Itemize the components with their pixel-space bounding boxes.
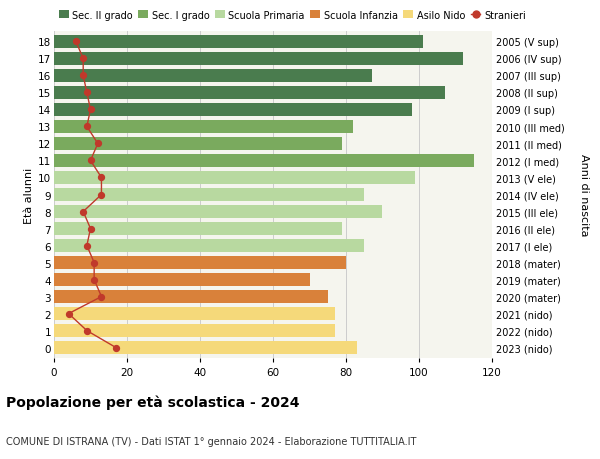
Point [79, 73, 88, 80]
Point [64, 310, 73, 318]
Bar [54, 155, 474, 168]
Bar [54, 121, 353, 134]
Point [97, 174, 106, 182]
Bar [54, 70, 371, 83]
Point [82, 242, 92, 250]
Legend: Sec. II grado, Sec. I grado, Scuola Primaria, Scuola Infanzia, Asilo Nido, Stran: Sec. II grado, Sec. I grado, Scuola Prim… [59, 11, 526, 21]
Point [97, 293, 106, 301]
Bar [54, 87, 445, 100]
Bar [54, 341, 357, 354]
Bar [54, 324, 335, 337]
Point [86, 106, 95, 114]
Bar [54, 172, 415, 185]
Text: Popolazione per età scolastica - 2024: Popolazione per età scolastica - 2024 [6, 395, 299, 409]
Bar [54, 36, 422, 49]
Bar [54, 256, 346, 269]
Bar [54, 206, 383, 218]
Bar [54, 53, 463, 66]
Bar [54, 138, 343, 151]
Bar [54, 307, 335, 320]
Point [89, 259, 99, 267]
Y-axis label: Anni di nascita: Anni di nascita [579, 154, 589, 236]
Bar [54, 273, 310, 286]
Point [89, 276, 99, 284]
Bar [54, 290, 328, 303]
Point [86, 157, 95, 165]
Text: COMUNE DI ISTRANA (TV) - Dati ISTAT 1° gennaio 2024 - Elaborazione TUTTITALIA.IT: COMUNE DI ISTRANA (TV) - Dati ISTAT 1° g… [6, 436, 416, 446]
Point [79, 56, 88, 63]
Point [82, 123, 92, 131]
Point [79, 208, 88, 216]
Point [93, 140, 103, 148]
Bar [54, 240, 364, 252]
Point [86, 225, 95, 233]
Point [82, 90, 92, 97]
Point [82, 327, 92, 335]
Bar [54, 223, 343, 235]
Bar [54, 189, 364, 202]
Bar [54, 104, 412, 117]
Point [71, 39, 81, 46]
Point [111, 344, 121, 352]
Y-axis label: Età alunni: Età alunni [24, 167, 34, 223]
Point [97, 191, 106, 199]
